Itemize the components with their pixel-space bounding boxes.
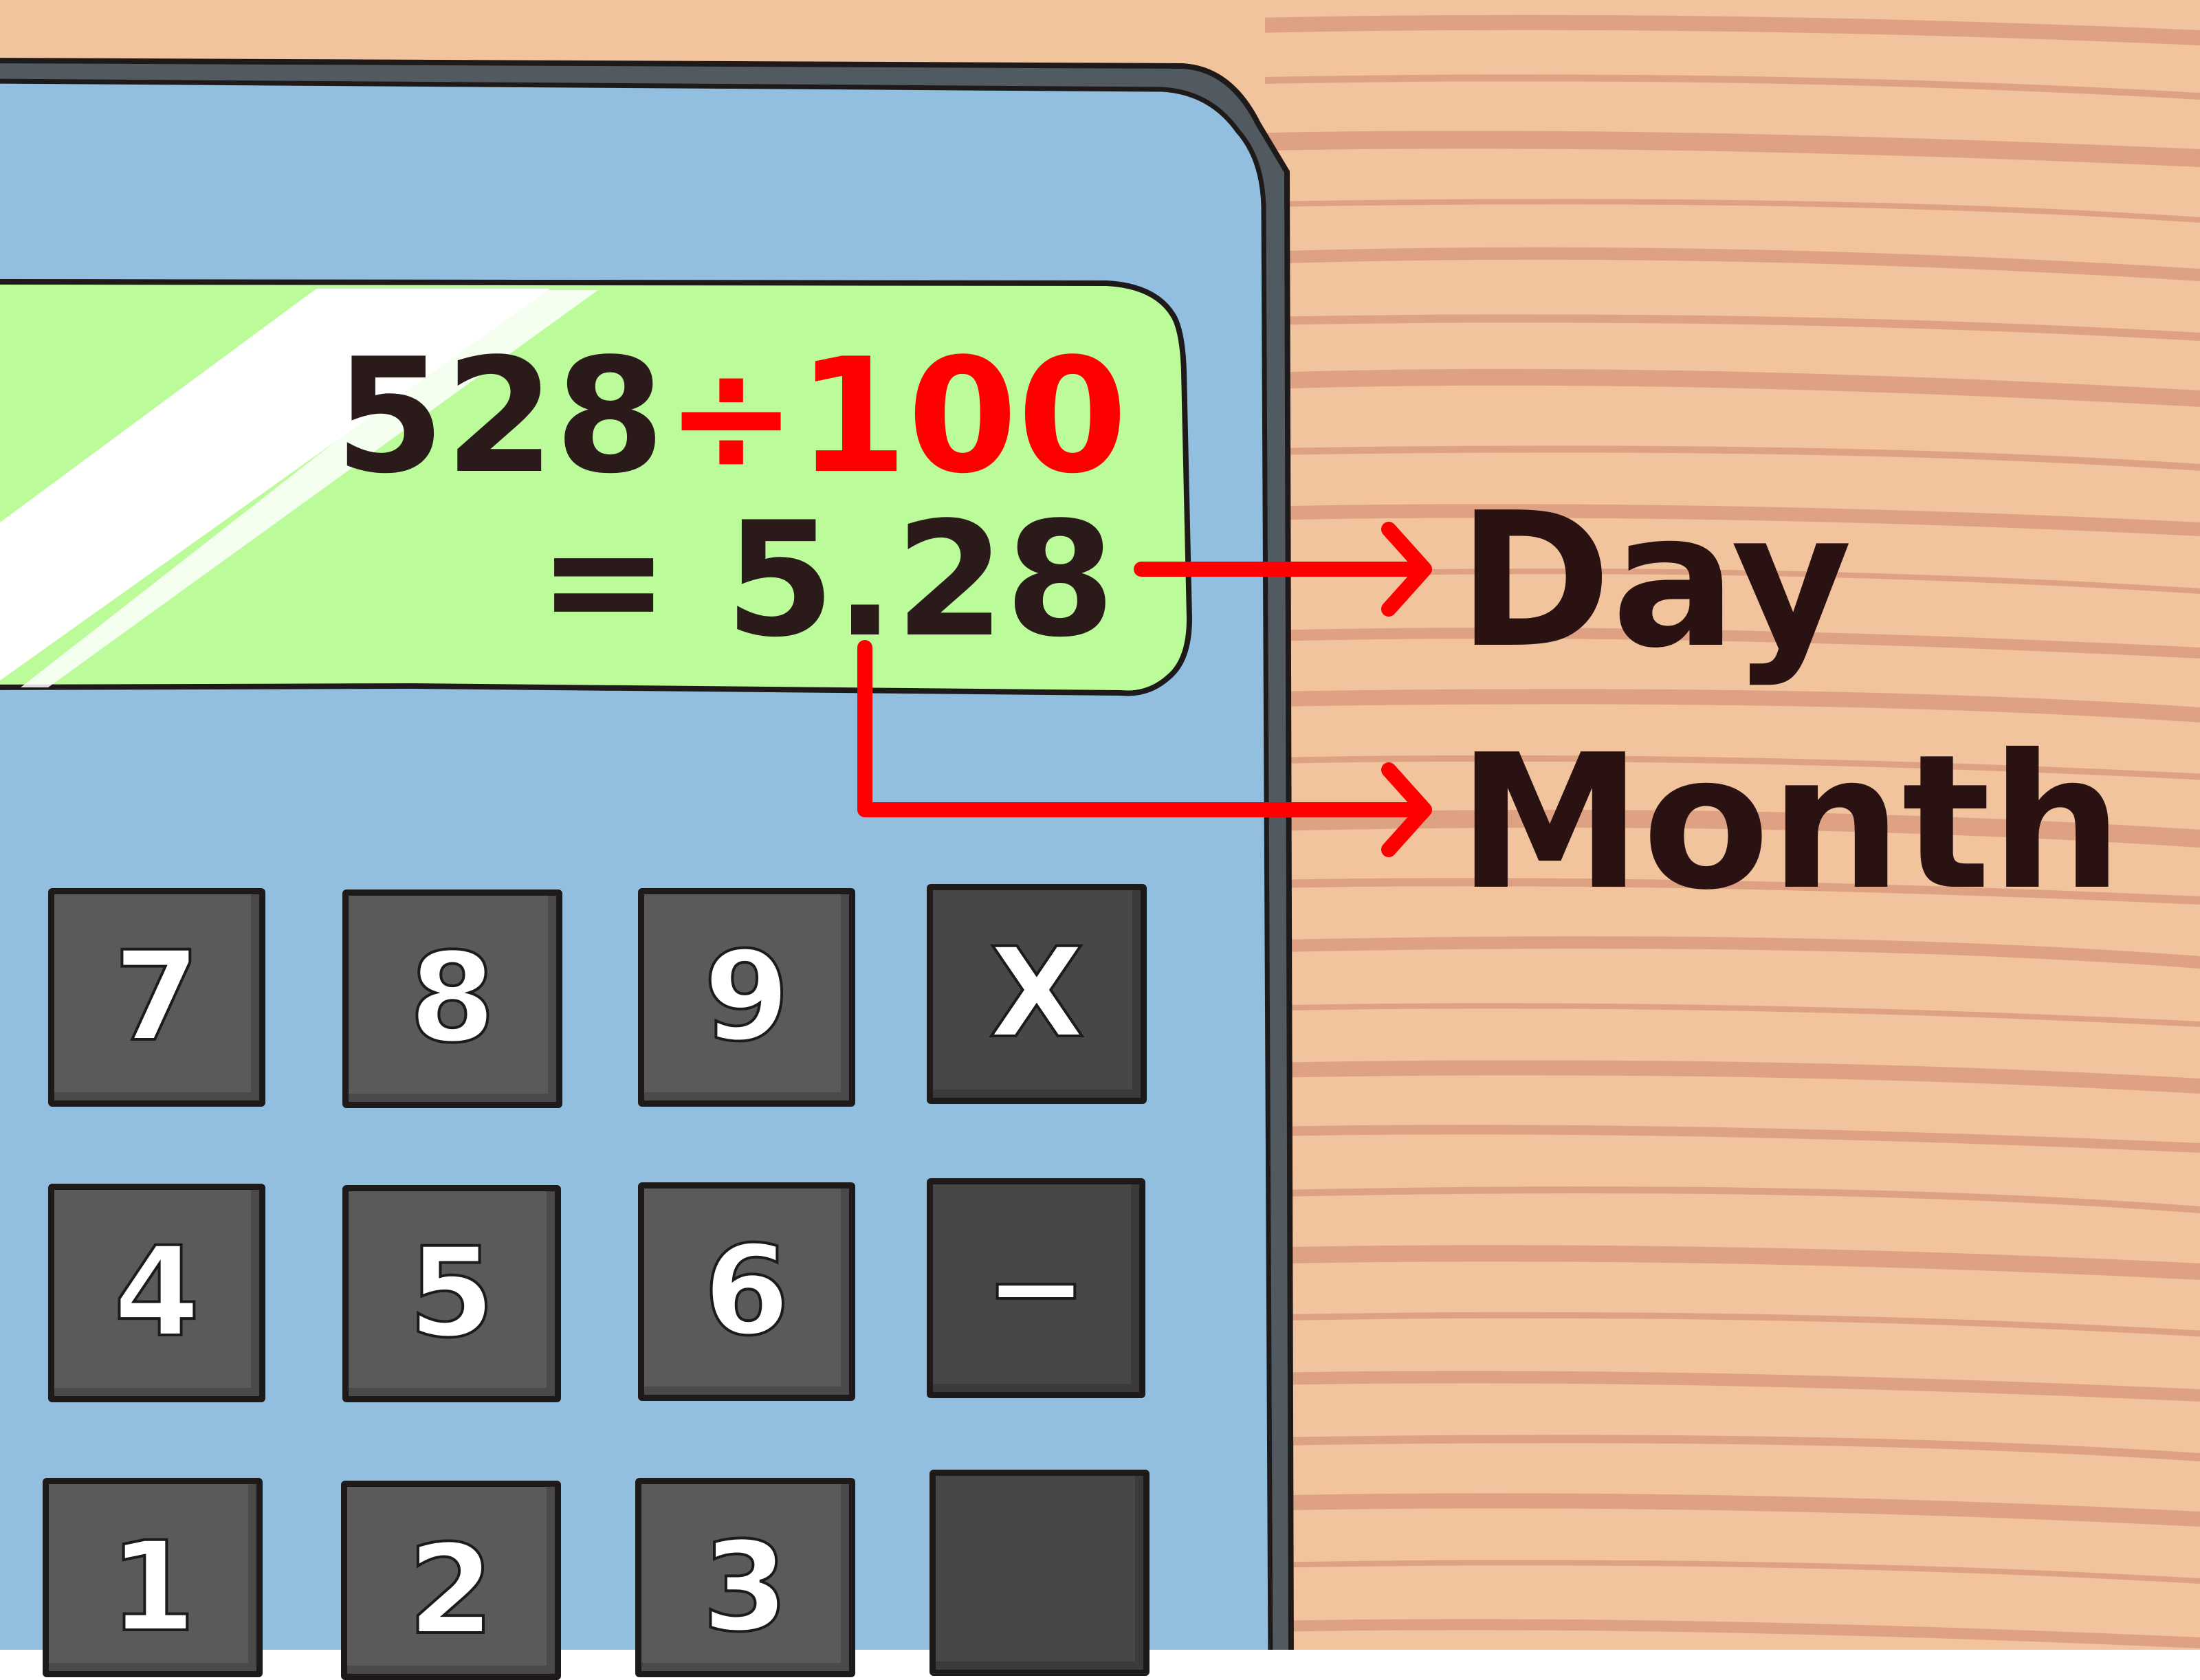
key-1[interactable]: 1 xyxy=(43,1478,263,1677)
month-label: Month xyxy=(1458,714,2123,931)
key-2-label: 2 xyxy=(406,1518,495,1662)
equals-sign: = xyxy=(537,489,670,672)
minus-key[interactable]: − xyxy=(927,1178,1145,1398)
key-1-label: 1 xyxy=(108,1516,197,1659)
wood-grain xyxy=(1265,14,2200,1648)
expression-dividend: 528 xyxy=(335,325,666,509)
key-6[interactable]: 6 xyxy=(638,1182,855,1401)
key-8[interactable]: 8 xyxy=(342,889,562,1108)
day-label: Day xyxy=(1458,472,1853,689)
plus-key-label xyxy=(930,1470,1150,1676)
key-5[interactable]: 5 xyxy=(342,1185,561,1402)
key-5-label: 5 xyxy=(407,1222,496,1365)
key-8-label: 8 xyxy=(408,927,496,1070)
expression-divisor: 100 xyxy=(797,325,1128,509)
arrow-to-day xyxy=(1134,522,1432,617)
arrow-to-month xyxy=(857,640,1432,857)
expression-display: 528÷100 xyxy=(335,338,1128,496)
plus-key[interactable] xyxy=(930,1470,1150,1676)
key-2[interactable]: 2 xyxy=(341,1481,561,1680)
result-value: 5.28 xyxy=(725,489,1115,672)
key-9-label: 9 xyxy=(702,925,791,1069)
result-display: = 5.28 xyxy=(538,502,1115,660)
display-screen xyxy=(0,279,1193,696)
key-7-label: 7 xyxy=(112,925,201,1069)
key-3[interactable]: 3 xyxy=(635,1478,855,1677)
key-9[interactable]: 9 xyxy=(638,888,855,1107)
minus-key-label: − xyxy=(983,1216,1090,1360)
multiply-key[interactable]: X xyxy=(927,884,1147,1104)
key-7[interactable]: 7 xyxy=(48,888,265,1107)
key-4[interactable]: 4 xyxy=(48,1184,265,1402)
key-6-label: 6 xyxy=(702,1219,791,1363)
key-4-label: 4 xyxy=(112,1221,201,1364)
division-sign: ÷ xyxy=(665,325,798,509)
multiply-key-label: X xyxy=(988,922,1086,1065)
key-3-label: 3 xyxy=(701,1516,789,1659)
